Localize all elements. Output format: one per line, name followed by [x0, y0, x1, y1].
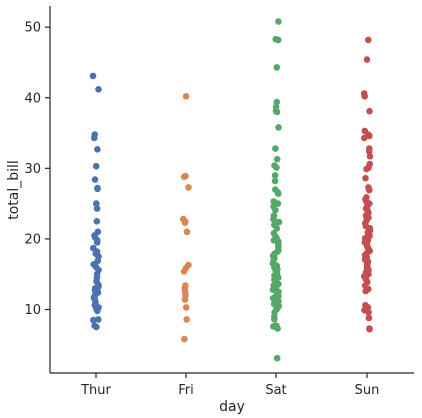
data-point-sat: [273, 164, 280, 171]
x-axis-label: day: [219, 399, 245, 415]
data-point-sat: [270, 215, 277, 223]
y-tick-label: 50: [24, 21, 41, 36]
data-point-sun: [366, 107, 373, 115]
data-point-thur: [93, 218, 101, 225]
data-point-sat: [271, 316, 278, 323]
y-axis-label: total_bill: [6, 160, 22, 220]
data-point-sun: [366, 132, 373, 140]
data-point-sat: [269, 286, 277, 294]
data-point-fri: [183, 228, 191, 236]
y-tick-label: 40: [24, 91, 41, 106]
data-point-sun: [366, 186, 373, 194]
data-point-fri: [182, 93, 190, 100]
data-point-thur: [94, 185, 101, 193]
data-point-fri: [180, 268, 188, 275]
data-point-sat: [275, 124, 282, 131]
data-point-sun: [362, 287, 370, 295]
data-point-sat: [272, 145, 279, 152]
data-point-fri: [180, 173, 188, 181]
data-point-sun: [365, 314, 373, 322]
data-point-thur: [94, 146, 101, 153]
data-point-sun: [363, 56, 371, 63]
data-point-thur: [93, 205, 101, 212]
data-point-sat: [271, 177, 279, 185]
data-point-thur: [95, 86, 102, 93]
data-point-sun: [360, 134, 368, 142]
data-point-thur: [91, 134, 98, 142]
data-point-thur: [91, 176, 99, 183]
x-tick-label: Sun: [355, 383, 380, 398]
data-point-sat: [272, 206, 279, 214]
data-point-sun: [361, 93, 369, 100]
data-point-sun: [365, 36, 372, 44]
data-point-sat: [275, 292, 282, 300]
data-point-sun: [362, 174, 369, 182]
data-point-thur: [93, 323, 100, 331]
data-point-sun: [365, 148, 373, 155]
data-point-thur: [92, 162, 100, 170]
data-point-sat: [269, 294, 277, 302]
data-point-sat: [273, 225, 281, 232]
data-point-sun: [366, 325, 373, 333]
y-ticks: 10 20 30 40 50: [24, 21, 50, 318]
data-point-sat: [273, 108, 281, 116]
data-point-fri: [181, 335, 188, 343]
y-tick-label: 30: [24, 162, 41, 177]
data-point-thur: [94, 307, 101, 315]
x-tick-label: Sat: [265, 383, 286, 398]
data-point-sat: [273, 98, 281, 106]
data-point-thur: [93, 200, 100, 207]
data-point-sat: [273, 64, 281, 71]
data-point-sun: [363, 165, 370, 173]
data-point-sat: [271, 172, 279, 179]
axes: [49, 6, 414, 374]
x-tick-label: Fri: [178, 383, 194, 398]
data-point-sat: [273, 354, 281, 362]
data-point-fri: [181, 219, 189, 226]
data-point-sat: [274, 325, 281, 332]
y-tick-label: 20: [24, 232, 41, 247]
x-ticks: Thur Fri Sat Sun: [80, 373, 379, 398]
data-point-sat: [274, 36, 282, 44]
data-point-fri: [181, 296, 189, 303]
data-point-fri: [185, 184, 192, 191]
data-point-sat: [273, 155, 281, 163]
data-point-sat: [275, 190, 282, 197]
data-point-sun: [365, 309, 372, 316]
data-point-thur: [90, 316, 97, 324]
data-point-thur: [89, 72, 97, 80]
plot-marks: [89, 18, 374, 362]
data-point-thur: [95, 316, 102, 323]
data-point-fri: [182, 304, 190, 311]
x-tick-label: Thur: [80, 383, 111, 398]
data-point-sat: [275, 18, 282, 25]
data-point-sun: [366, 153, 374, 160]
y-tick-label: 10: [24, 303, 41, 318]
data-point-thur: [93, 239, 101, 246]
data-point-fri: [183, 316, 190, 323]
